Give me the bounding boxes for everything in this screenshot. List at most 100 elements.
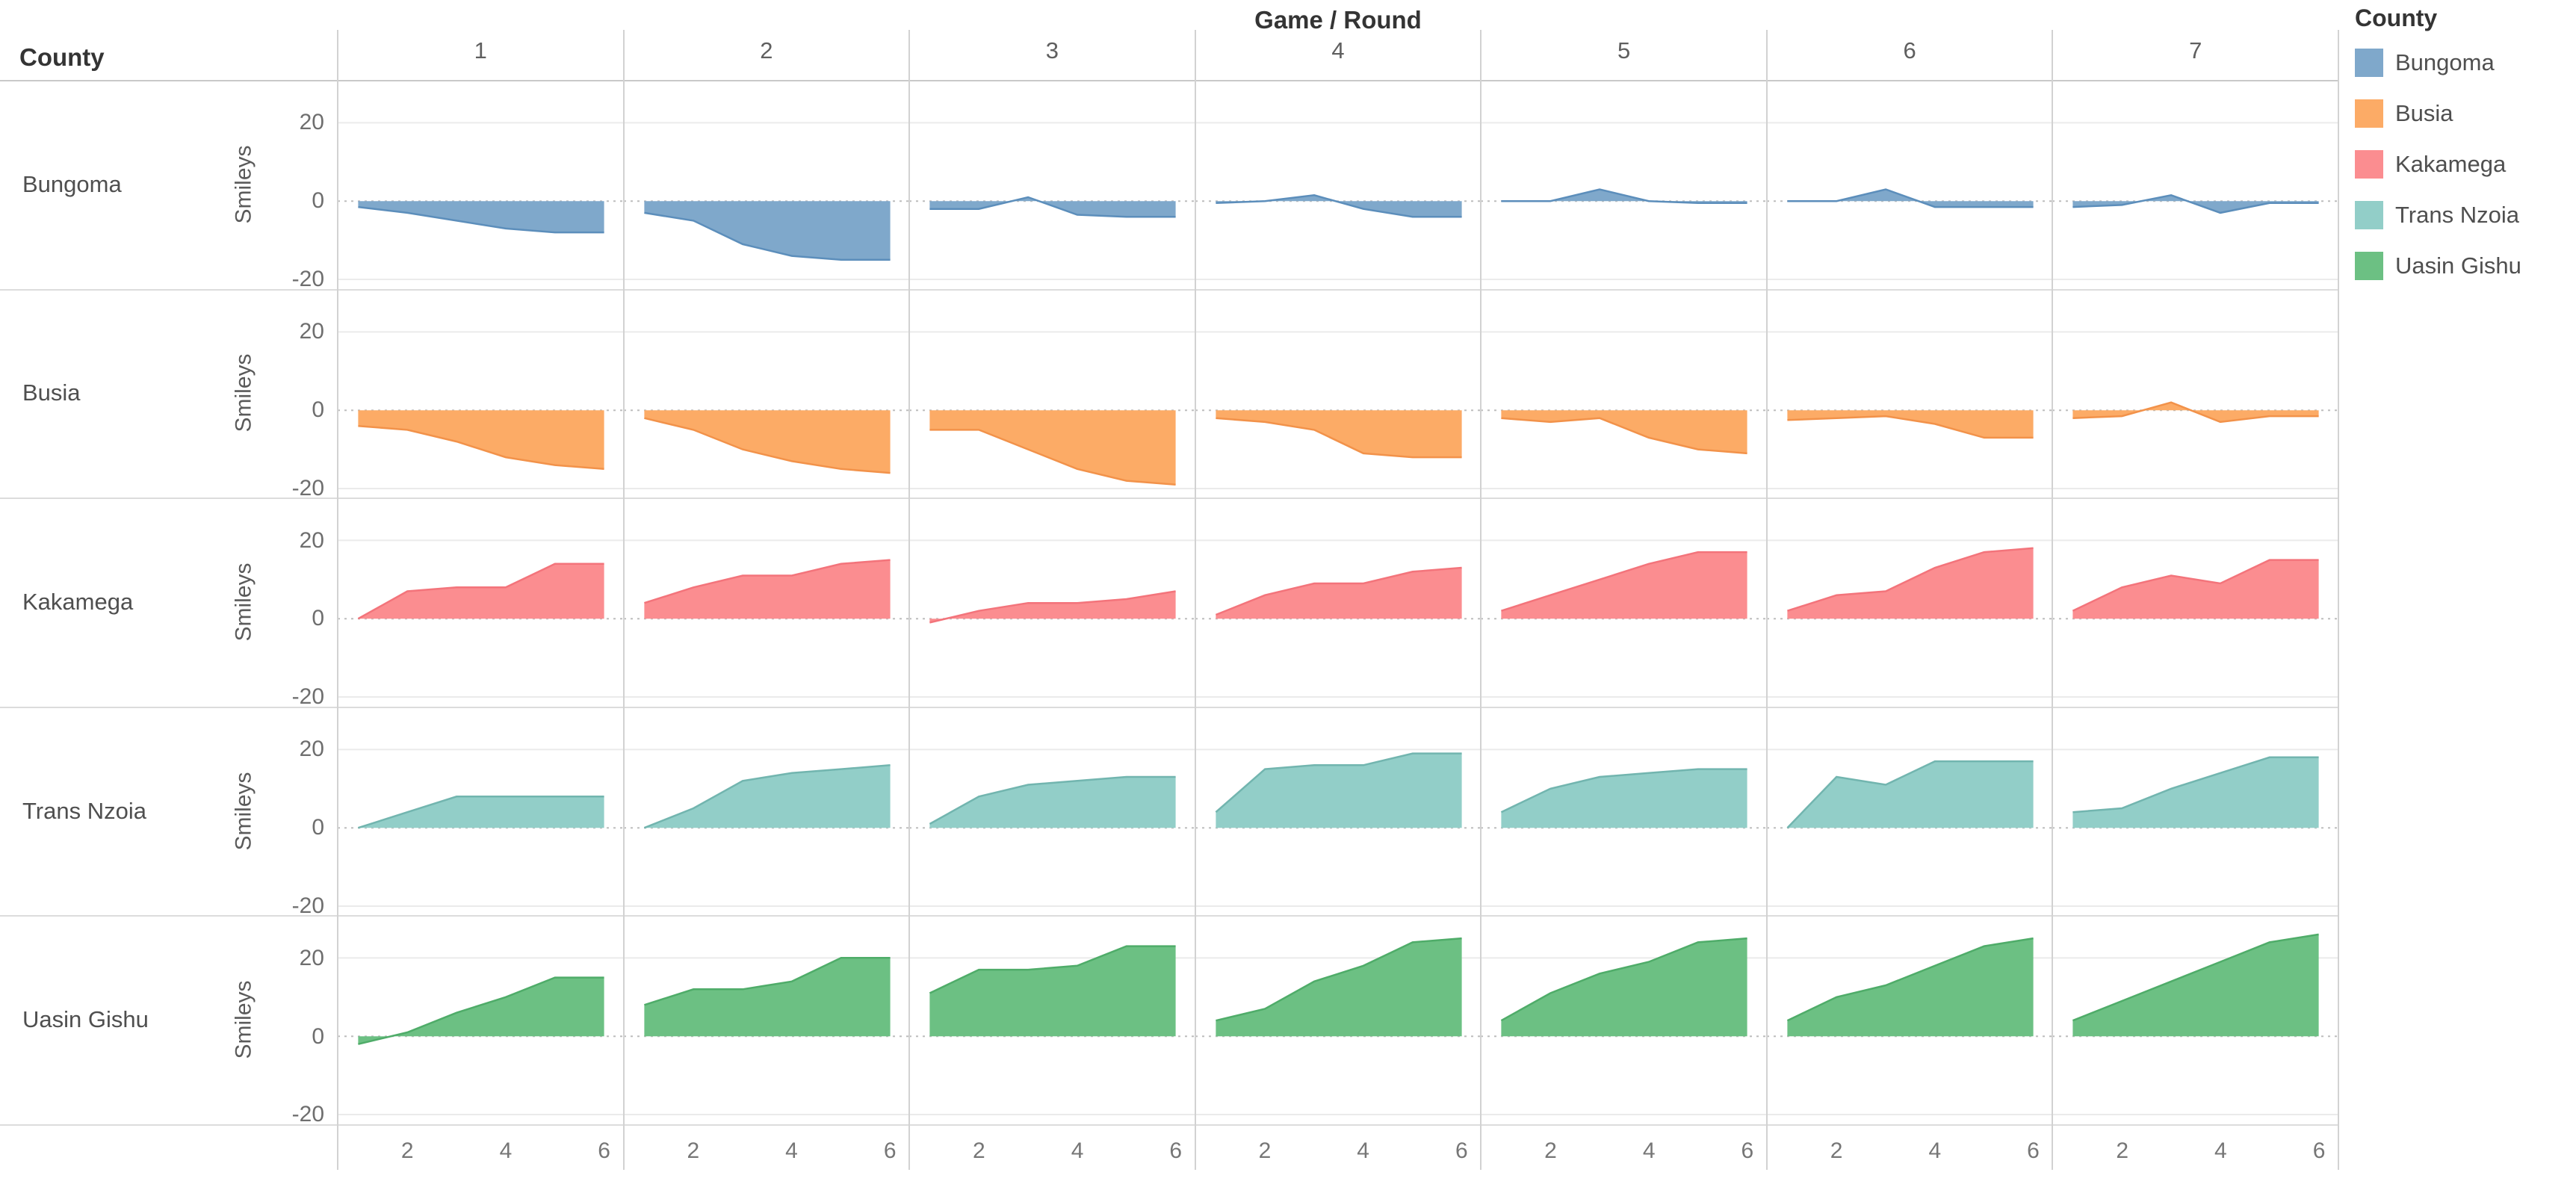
cell-bungoma-game-4[interactable] [1195,80,1481,293]
cell-busia-game-4[interactable] [1195,289,1481,502]
area-mark[interactable] [929,946,1176,1037]
area-plot [909,122,1196,281]
area-mark[interactable] [1216,568,1462,619]
area-mark[interactable] [1787,938,2034,1037]
area-plot [623,539,910,698]
area-mark[interactable] [358,796,604,828]
cell-trans-nzoia-game-7[interactable] [2052,707,2339,920]
cell-bungoma-game-2[interactable] [623,80,910,293]
x-tick-label: 2 [2116,1138,2128,1163]
cell-bungoma-game-3[interactable] [909,80,1196,293]
area-plot [338,749,624,907]
cell-bungoma-game-5[interactable] [1481,80,1768,293]
area-mark[interactable] [643,560,891,619]
area-mark[interactable] [1216,753,1462,828]
cell-kakamega-game-3[interactable] [909,498,1196,710]
cell-kakamega-game-2[interactable] [623,498,910,710]
cell-uasin-gishu-game-4[interactable] [1195,915,1481,1128]
cell-kakamega-game-5[interactable] [1481,498,1768,710]
cell-trans-nzoia-game-5[interactable] [1481,707,1768,920]
cell-uasin-gishu-game-5[interactable] [1481,915,1768,1128]
legend-title: County [2355,4,2438,31]
legend-item-uasin-gishu[interactable]: Uasin Gishu [2355,252,2572,280]
area-mark[interactable] [643,765,891,828]
column-separator [1765,30,1768,1170]
area-mark[interactable] [1787,760,2034,828]
area-mark[interactable] [929,591,1176,623]
cell-uasin-gishu-game-3[interactable] [909,915,1196,1128]
y-tick-label: 20 [299,945,324,970]
area-outline [2072,756,2320,814]
area-mark[interactable] [358,977,604,1045]
area-mark[interactable] [2072,757,2320,828]
cell-bungoma-game-1[interactable] [338,80,624,293]
row-label-uasin-gishu: Uasin Gishu [22,1006,149,1033]
cell-uasin-gishu-game-6[interactable] [1766,915,2053,1128]
cell-busia-game-3[interactable] [909,289,1196,502]
area-mark[interactable] [1216,409,1462,457]
area-outline [643,559,891,604]
cell-busia-game-7[interactable] [2052,289,2339,502]
area-mark[interactable] [929,409,1176,485]
cell-trans-nzoia-game-1[interactable] [338,707,624,920]
cell-uasin-gishu-game-2[interactable] [623,915,910,1128]
area-mark[interactable] [358,563,604,619]
area-mark[interactable] [2072,935,2320,1037]
area-mark[interactable] [1787,548,2034,619]
area-mark[interactable] [1787,409,2034,438]
cell-busia-game-2[interactable] [623,289,910,502]
column-header-3: 3 [1045,37,1059,63]
cell-trans-nzoia-game-3[interactable] [909,707,1196,920]
cell-uasin-gishu-game-1[interactable] [338,915,624,1128]
area-mark[interactable] [1501,938,1747,1037]
y-tick-label: 0 [312,397,324,422]
area-mark[interactable] [358,201,604,233]
legend-item-busia[interactable]: Busia [2355,99,2572,128]
row-divider [0,706,2338,708]
area-plot [623,749,910,907]
area-outline [2072,934,2320,1022]
area-mark[interactable] [1216,938,1462,1037]
row-divider [0,915,2338,917]
area-plot [1195,539,1481,698]
area-mark[interactable] [2072,560,2320,619]
area-mark[interactable] [358,409,604,469]
area-mark[interactable] [929,776,1176,828]
area-outline [643,417,891,474]
area-mark[interactable] [643,409,891,473]
cell-trans-nzoia-game-4[interactable] [1195,707,1481,920]
legend-item-kakamega[interactable]: Kakamega [2355,150,2572,179]
cell-uasin-gishu-game-7[interactable] [2052,915,2339,1128]
area-mark[interactable] [1216,195,1462,217]
area-outline [1501,768,1747,814]
cell-busia-game-1[interactable] [338,289,624,502]
cell-kakamega-game-1[interactable] [338,498,624,710]
x-tick-label: 4 [1642,1138,1656,1163]
cell-bungoma-game-7[interactable] [2052,80,2339,293]
legend-item-trans-nzoia[interactable]: Trans Nzoia [2355,201,2572,229]
cell-trans-nzoia-game-6[interactable] [1766,707,2053,920]
cell-trans-nzoia-game-2[interactable] [623,707,910,920]
cell-busia-game-6[interactable] [1766,289,2053,502]
area-plot [338,122,624,281]
cell-kakamega-game-4[interactable] [1195,498,1481,710]
cell-bungoma-game-6[interactable] [1766,80,2053,293]
legend-item-bungoma[interactable]: Bungoma [2355,49,2572,77]
column-header-7: 7 [2189,37,2202,63]
area-mark[interactable] [929,197,1176,217]
area-mark[interactable] [643,201,891,260]
area-mark[interactable] [1501,409,1747,453]
area-mark[interactable] [1501,769,1747,828]
area-outline [357,563,604,620]
area-mark[interactable] [1501,552,1747,619]
cell-kakamega-game-6[interactable] [1766,498,2053,710]
cell-busia-game-5[interactable] [1481,289,1768,502]
legend-label: Kakamega [2395,151,2507,177]
cell-kakamega-game-7[interactable] [2052,498,2339,710]
area-mark[interactable] [1501,189,1747,203]
area-plot [623,330,910,489]
row-label-trans-nzoia: Trans Nzoia [22,797,146,824]
area-mark[interactable] [643,958,891,1037]
area-plot [623,957,910,1116]
